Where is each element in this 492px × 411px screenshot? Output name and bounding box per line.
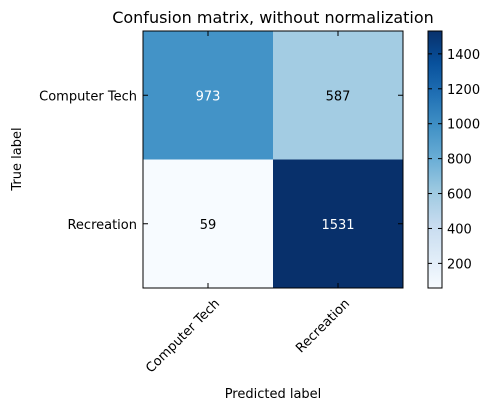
cell-value-label: 59: [200, 218, 217, 233]
x-tick-label: Recreation: [293, 296, 353, 356]
colorbar-tick-label: 800: [447, 153, 472, 168]
colorbar-tick-label: 200: [447, 257, 472, 272]
colorbar-tick-label: 1200: [447, 83, 480, 98]
heatmap-cell: [273, 159, 403, 288]
colorbar-tick-label: 1000: [447, 118, 480, 133]
colorbar-gradient: [427, 30, 443, 289]
colorbar-tick-label: 1400: [447, 48, 480, 63]
x-axis-label: Predicted label: [225, 387, 322, 402]
colorbar-tick-label: 400: [447, 222, 472, 237]
y-tick-label: Recreation: [67, 218, 137, 233]
colorbar: 200 400 600 800 1000 1200 1400: [427, 30, 480, 289]
heatmap-cell: [143, 159, 273, 288]
cell-value-label: 973: [196, 89, 221, 104]
plot-frame: [142, 30, 404, 289]
cell-value-label: 587: [326, 89, 351, 104]
y-tick-label: Computer Tech: [39, 89, 137, 104]
heatmap-cell: [273, 31, 403, 160]
y-axis-label: True label: [10, 127, 25, 191]
colorbar-tick-label: 600: [447, 188, 472, 203]
heatmap-cells: 973 587 59 1531: [143, 31, 403, 288]
chart-title: Confusion matrix, without normalization: [112, 8, 434, 27]
cell-value-label: 1531: [321, 218, 354, 233]
x-tick-label: Computer Tech: [143, 296, 223, 376]
heatmap-cell: [143, 31, 273, 160]
